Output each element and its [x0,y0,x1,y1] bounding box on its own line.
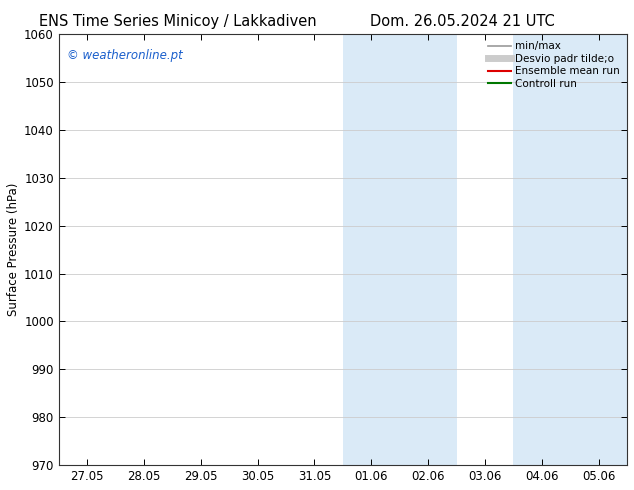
Text: © weatheronline.pt: © weatheronline.pt [67,49,183,62]
Legend: min/max, Desvio padr tilde;o, Ensemble mean run, Controll run: min/max, Desvio padr tilde;o, Ensemble m… [486,39,622,91]
Bar [343,34,456,465]
Text: Dom. 26.05.2024 21 UTC: Dom. 26.05.2024 21 UTC [370,14,555,29]
Y-axis label: Surface Pressure (hPa): Surface Pressure (hPa) [7,183,20,316]
Bar [514,34,627,465]
Text: ENS Time Series Minicoy / Lakkadiven: ENS Time Series Minicoy / Lakkadiven [39,14,316,29]
